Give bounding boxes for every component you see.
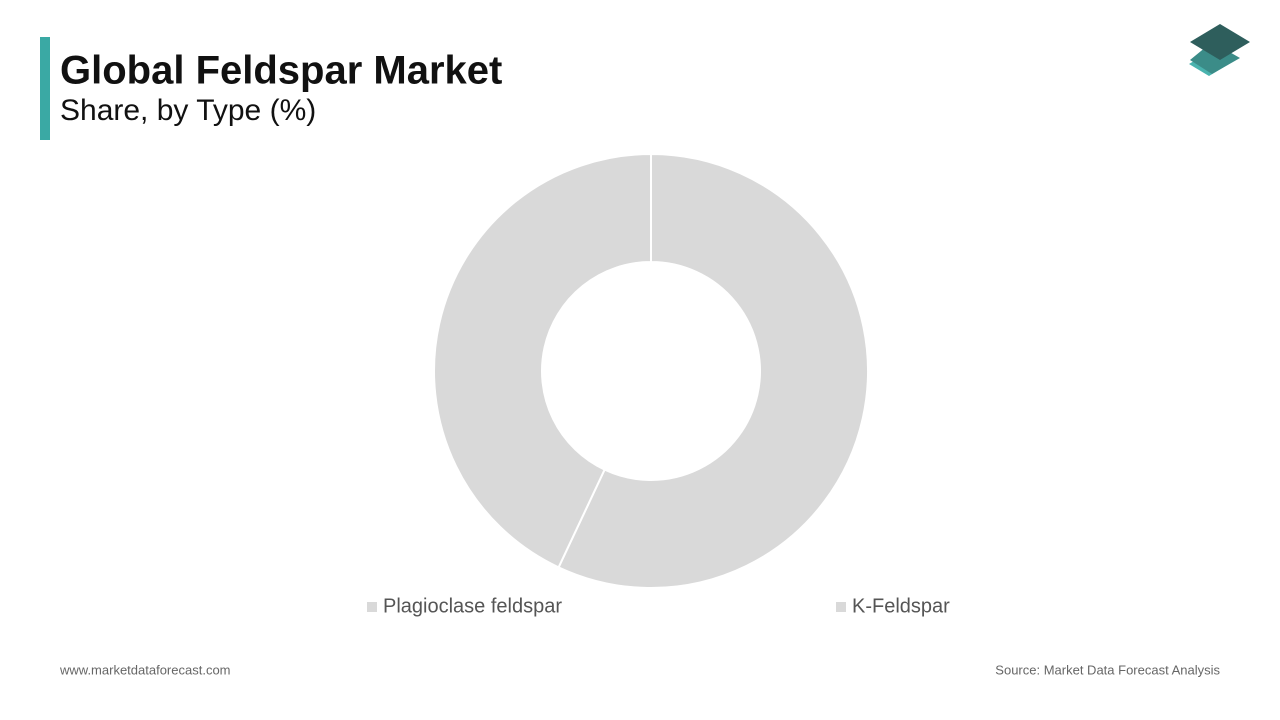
donut-slice <box>433 152 652 569</box>
chart-subtitle: Share, by Type (%) <box>60 94 316 127</box>
footer-website: www.marketdataforecast.com <box>59 662 231 677</box>
chart-title: Global Feldspar Market <box>60 49 502 93</box>
legend-swatch <box>367 602 377 612</box>
legend-label: Plagioclase feldspar <box>383 595 562 617</box>
logo <box>1189 24 1250 76</box>
legend-label: K-Feldspar <box>852 595 950 617</box>
legend-swatch <box>836 602 846 612</box>
footer-source: Source: Market Data Forecast Analysis <box>995 662 1220 677</box>
title-accent <box>40 37 50 140</box>
plot-area: Plagioclase feldspar K-Feldspar <box>367 152 950 617</box>
donut-slice <box>557 152 869 589</box>
